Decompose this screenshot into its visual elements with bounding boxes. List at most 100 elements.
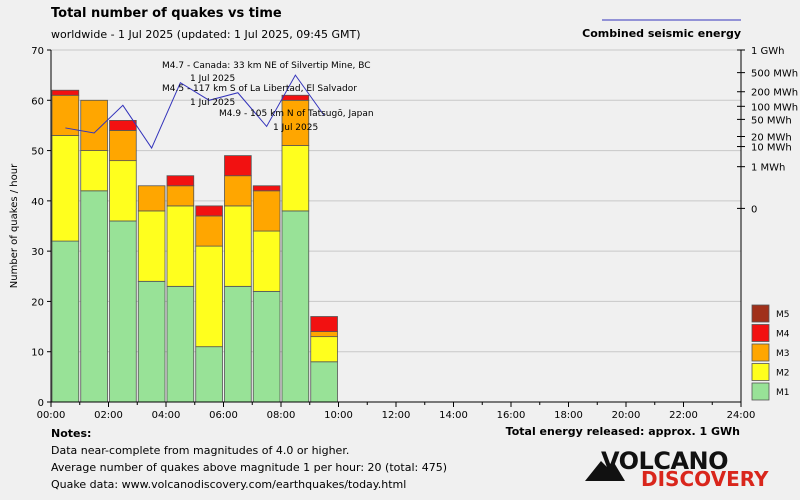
logo-line1: VOLCANO [601,447,729,475]
bar-segment-m1 [51,240,80,403]
bar-segment-m3 [166,185,195,207]
energy-tick-label: 10 MWh [751,143,792,154]
y-tick-label: 60 [31,96,44,107]
legend-swatch-m2 [751,363,770,381]
annotation-text: M4.9 - 105 km N of Tatsugō, Japan [219,109,374,119]
x-tick-label: 14:00 [439,410,468,421]
y-tick-label: 30 [31,247,44,258]
legend: M5 M4 M3 M2 M1 [751,304,790,401]
y-axis-label: Number of quakes / hour [9,163,20,288]
bar-segment-m3 [51,94,80,136]
x-tick-label: 16:00 [497,410,526,421]
legend-label: M3 [776,349,790,359]
bar-segment-m3 [224,175,252,207]
bar-segment-m3 [80,99,108,151]
bar-segment-m1 [252,290,281,403]
x-tick-label: 20:00 [612,410,641,421]
energy-tick-label: 50 MWh [751,115,792,126]
bar-segment-m1 [195,346,223,403]
bar-segment-m1 [109,220,137,403]
legend-label: M2 [776,369,790,379]
legend-swatch-m4 [751,324,770,342]
bars [51,89,338,403]
bar-segment-m3 [137,185,166,212]
legend-label: M4 [776,330,790,340]
bar-segment-m2 [195,245,223,348]
energy-series [65,74,325,150]
bar-segment-m1 [281,210,310,403]
legend-swatch-m5 [751,304,770,323]
bar-segment-m3 [109,130,137,162]
x-tick-label: 18:00 [554,410,583,421]
bar-segment-m4 [252,185,281,192]
y-tick-label: 20 [31,297,44,308]
y-tick-label: 40 [31,197,44,208]
bar-segment-m4 [195,205,223,217]
bar-segment-m2 [224,205,252,287]
x-tick-label: 08:00 [267,410,296,421]
annotation-text: M4.5 - 117 km S of La Libertad, El Salva… [162,84,357,94]
x-tick-label: 04:00 [152,410,181,421]
chart-subtitle: worldwide - 1 Jul 2025 (updated: 1 Jul 2… [51,28,361,41]
legend-swatch-m1 [751,382,770,401]
y-tick-label: 10 [31,348,44,359]
energy-tick-label: 1 GWh [751,46,785,57]
legend-label: M5 [776,310,790,320]
logo-line2: DISCOVERY [641,467,769,491]
energy-tick-label: 200 MWh [751,88,798,99]
bar-segment-m1 [310,361,338,403]
total-energy: Total energy released: approx. 1 GWh [505,425,740,438]
x-tick-label: 12:00 [382,410,411,421]
annotation-date: 1 Jul 2025 [190,98,235,108]
annotations: M4.7 - Canada: 33 km NE of Silvertip Min… [162,61,374,133]
bar-segment-m4 [51,89,80,96]
legend-swatch-m3 [751,343,770,362]
x-tick-label: 10:00 [324,410,353,421]
bar-segment-m2 [281,145,310,212]
bar-segment-m2 [51,135,80,242]
axes: 0 10 20 30 40 50 60 70 00:00 02:00 04:00 06:00 08:00… [31,46,798,421]
y-tick-label: 50 [31,147,44,158]
energy-tick-label: 0 [751,204,757,215]
bar-segment-m2 [166,205,195,287]
chart-title: Total number of quakes vs time [51,6,282,21]
footer: Notes: Data near-complete from magnitude… [51,425,447,493]
bar-segment-m2 [310,336,338,363]
energy-tick-label: 100 MWh [751,102,798,113]
energy-legend-label: Combined seismic energy [582,27,741,40]
annotation-date: 1 Jul 2025 [273,123,318,133]
y-tick-label: 70 [31,46,44,57]
legend-label: M1 [776,388,790,398]
x-tick-label: 06:00 [209,410,238,421]
bar-segment-m3 [252,190,281,232]
energy-tick-label: 500 MWh [751,69,798,80]
x-tick-label: 02:00 [94,410,123,421]
volcano-icon [585,461,625,481]
bar-segment-m1 [224,285,252,403]
bar-segment-m4 [281,94,310,101]
bar-segment-m3 [195,215,223,247]
bar-segment-m2 [252,230,281,292]
bar-segment-m4 [310,316,338,332]
bar-segment-m1 [137,280,166,403]
bar-segment-m1 [166,285,195,403]
annotation-date: 1 Jul 2025 [190,74,235,84]
x-tick-label: 00:00 [37,410,66,421]
note-line: Quake data: www.volcanodiscovery.com/ear… [51,478,407,491]
bar-segment-m2 [137,210,166,282]
energy-tick-label: 20 MWh [751,132,792,143]
bar-segment-m1 [80,190,108,403]
plot-area [51,50,741,402]
energy-line [65,74,325,150]
bar-segment-m3 [310,331,338,338]
y-tick-label: 0 [38,398,44,409]
notes-heading: Notes: [51,427,92,440]
bar-segment-m2 [109,160,137,222]
x-tick-label: 22:00 [669,410,698,421]
bar-segment-m4 [109,120,137,131]
bar-segment-m4 [166,175,195,187]
x-tick-label: 24:00 [727,410,756,421]
volcanodiscovery-logo[interactable]: VOLCANO DISCOVERY [585,447,769,492]
bar-segment-m2 [80,150,108,192]
